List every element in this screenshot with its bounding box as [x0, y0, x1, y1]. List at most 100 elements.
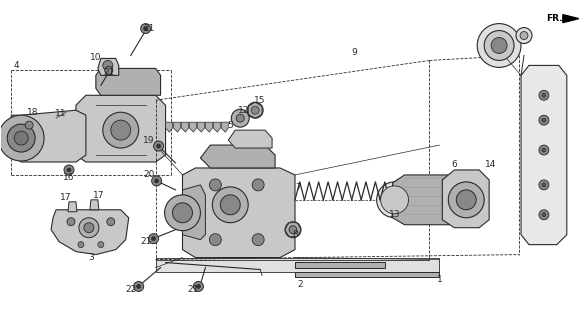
- Text: 2: 2: [297, 280, 303, 289]
- Circle shape: [157, 144, 161, 148]
- Circle shape: [252, 234, 264, 246]
- Circle shape: [539, 210, 549, 220]
- Text: 17: 17: [93, 191, 104, 200]
- Text: 7: 7: [295, 183, 301, 192]
- Circle shape: [67, 168, 71, 172]
- Polygon shape: [393, 175, 461, 225]
- Polygon shape: [166, 122, 173, 132]
- Circle shape: [210, 234, 221, 246]
- Text: 21: 21: [140, 237, 151, 246]
- Polygon shape: [443, 170, 489, 228]
- Text: 8: 8: [292, 230, 298, 239]
- Circle shape: [210, 179, 221, 191]
- Circle shape: [542, 93, 546, 97]
- Text: 17: 17: [60, 193, 72, 202]
- Circle shape: [231, 109, 249, 127]
- Circle shape: [103, 60, 113, 70]
- Circle shape: [154, 179, 158, 183]
- Polygon shape: [11, 110, 86, 162]
- Polygon shape: [563, 15, 579, 23]
- Text: 15: 15: [254, 96, 266, 105]
- Circle shape: [98, 242, 104, 248]
- Text: 12: 12: [238, 106, 249, 115]
- FancyArrowPatch shape: [564, 16, 572, 21]
- Circle shape: [456, 190, 476, 210]
- Circle shape: [149, 234, 158, 244]
- Text: 19: 19: [143, 136, 154, 145]
- Circle shape: [137, 284, 141, 288]
- Text: 3: 3: [88, 253, 94, 262]
- Polygon shape: [221, 122, 228, 132]
- Circle shape: [380, 186, 409, 214]
- Circle shape: [539, 180, 549, 190]
- Circle shape: [220, 195, 240, 215]
- Text: 1: 1: [437, 275, 442, 284]
- Circle shape: [212, 187, 248, 223]
- Circle shape: [539, 90, 549, 100]
- Polygon shape: [228, 130, 272, 148]
- Circle shape: [377, 182, 413, 218]
- Circle shape: [67, 218, 75, 226]
- Circle shape: [111, 120, 131, 140]
- Polygon shape: [200, 145, 275, 168]
- Polygon shape: [68, 202, 77, 212]
- Circle shape: [0, 115, 44, 161]
- Polygon shape: [98, 59, 119, 76]
- Text: 20: 20: [143, 171, 154, 180]
- Circle shape: [289, 226, 297, 234]
- Text: 10: 10: [90, 53, 102, 62]
- Polygon shape: [197, 122, 204, 132]
- Text: 9: 9: [352, 48, 357, 57]
- Polygon shape: [156, 258, 439, 271]
- Circle shape: [285, 222, 301, 238]
- Circle shape: [144, 27, 148, 31]
- Circle shape: [78, 242, 84, 248]
- Circle shape: [236, 114, 244, 122]
- Circle shape: [84, 223, 94, 233]
- Polygon shape: [183, 168, 295, 258]
- Text: 21: 21: [188, 285, 199, 294]
- Text: 18: 18: [28, 108, 39, 117]
- Circle shape: [477, 24, 521, 68]
- Text: 16: 16: [63, 173, 75, 182]
- Circle shape: [539, 145, 549, 155]
- Circle shape: [7, 124, 35, 152]
- Circle shape: [14, 131, 28, 145]
- Circle shape: [141, 24, 151, 34]
- Circle shape: [154, 141, 164, 151]
- Circle shape: [134, 282, 144, 292]
- Text: 6: 6: [451, 160, 457, 170]
- Circle shape: [252, 179, 264, 191]
- Circle shape: [491, 37, 507, 53]
- Polygon shape: [181, 122, 188, 132]
- Circle shape: [247, 102, 263, 118]
- Polygon shape: [90, 200, 99, 210]
- Polygon shape: [295, 261, 384, 268]
- Circle shape: [151, 176, 161, 186]
- Polygon shape: [295, 271, 439, 277]
- Text: 21: 21: [143, 24, 154, 33]
- Text: 14: 14: [485, 160, 497, 170]
- Polygon shape: [174, 122, 180, 132]
- Circle shape: [173, 203, 193, 223]
- Circle shape: [542, 183, 546, 187]
- Circle shape: [251, 106, 259, 114]
- Circle shape: [107, 218, 115, 226]
- Polygon shape: [76, 95, 166, 162]
- Text: 13: 13: [389, 210, 400, 219]
- Polygon shape: [51, 210, 129, 255]
- Circle shape: [197, 284, 200, 288]
- Text: 4: 4: [14, 61, 19, 70]
- Circle shape: [448, 182, 484, 218]
- Polygon shape: [183, 185, 205, 240]
- Polygon shape: [213, 122, 220, 132]
- Circle shape: [25, 121, 33, 129]
- Circle shape: [520, 32, 528, 40]
- Text: 11: 11: [55, 109, 67, 118]
- Circle shape: [539, 115, 549, 125]
- Circle shape: [103, 112, 139, 148]
- Circle shape: [64, 165, 74, 175]
- Circle shape: [151, 237, 156, 241]
- Circle shape: [542, 213, 546, 217]
- Polygon shape: [521, 65, 567, 244]
